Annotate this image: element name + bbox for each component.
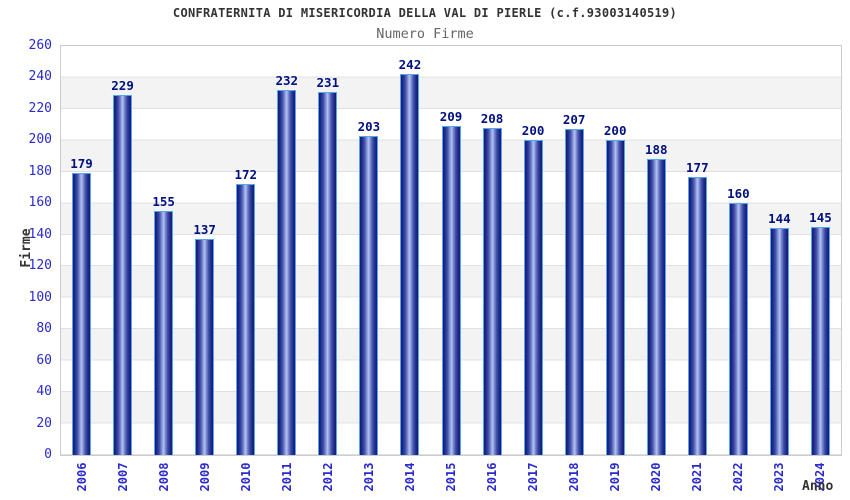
bar <box>359 135 379 455</box>
x-tick-label: 2010 <box>238 462 253 492</box>
bar <box>646 159 666 455</box>
x-tick-label: 2011 <box>279 462 294 492</box>
x-tick-label: 2007 <box>115 462 130 492</box>
y-tick-label: 0 <box>44 447 52 462</box>
bar <box>564 129 584 455</box>
bar-value-label: 232 <box>275 73 299 89</box>
bar <box>605 140 625 455</box>
y-tick-label: 60 <box>36 352 52 368</box>
bar <box>769 228 789 455</box>
y-tick-label: 220 <box>28 100 52 116</box>
bar <box>523 140 543 455</box>
bar-value-label: 200 <box>603 123 627 139</box>
x-tick-label: 2012 <box>320 462 335 492</box>
bar-value-label: 209 <box>439 109 463 125</box>
bar <box>728 203 748 455</box>
bar-value-label: 160 <box>727 186 750 202</box>
bar <box>154 211 174 455</box>
bar-value-label: 207 <box>562 112 586 128</box>
y-tick-label: 160 <box>28 195 52 211</box>
y-tick-label: 40 <box>36 384 52 400</box>
bar <box>195 239 215 455</box>
bar-value-label: 208 <box>480 110 504 126</box>
y-tick-label: 140 <box>28 226 52 242</box>
y-tick-label: 120 <box>28 258 52 274</box>
bar <box>72 173 92 455</box>
x-tick-label: 2006 <box>74 462 89 492</box>
x-tick-label: 2014 <box>402 462 417 492</box>
y-tick-label: 180 <box>28 163 52 179</box>
bar <box>318 91 338 455</box>
bar-value-label: 242 <box>398 57 422 73</box>
bar <box>482 127 502 455</box>
plot-area <box>60 45 842 456</box>
y-tick-label: 200 <box>28 132 52 148</box>
x-tick-label: 2021 <box>690 462 705 492</box>
x-tick-label: 2015 <box>444 462 458 492</box>
x-tick-label: 2008 <box>156 462 171 492</box>
y-tick-label: 240 <box>28 69 52 85</box>
y-tick-label: 20 <box>36 415 52 431</box>
bar <box>236 184 256 455</box>
bar-value-label: 188 <box>644 142 668 158</box>
chart-subtitle: Numero Firme <box>376 26 474 42</box>
bar <box>441 126 461 455</box>
bar-value-label: 137 <box>193 222 216 238</box>
x-tick-label: 2018 <box>567 462 582 492</box>
x-tick-label: 2020 <box>649 462 664 492</box>
x-tick-label: 2023 <box>772 462 787 492</box>
x-axis-title: Anno <box>802 479 834 494</box>
bar <box>113 94 133 455</box>
y-tick-label: 260 <box>28 38 52 53</box>
chart-title: CONFRATERNITA DI MISERICORDIA DELLA VAL … <box>172 6 678 20</box>
y-tick-label: 80 <box>36 321 52 337</box>
bar <box>810 226 830 455</box>
bar-value-label: 203 <box>357 118 381 134</box>
bar-value-label: 200 <box>521 123 545 139</box>
bar <box>400 74 420 455</box>
bar-value-label: 155 <box>152 194 175 210</box>
bar-value-label: 144 <box>768 211 791 227</box>
bar-value-label: 179 <box>70 156 93 172</box>
x-tick-label: 2016 <box>485 462 500 492</box>
bar-value-label: 229 <box>111 77 134 93</box>
bar-value-label: 172 <box>234 167 258 183</box>
x-tick-label: 2017 <box>526 462 541 492</box>
x-tick-label: 2009 <box>197 462 212 492</box>
bar-value-label: 231 <box>316 74 340 90</box>
x-tick-label: 2022 <box>731 462 746 492</box>
bar <box>687 176 707 455</box>
bar-value-label: 177 <box>686 159 709 175</box>
bar-value-label: 145 <box>809 209 832 225</box>
bar <box>277 90 297 455</box>
x-tick-label: 2019 <box>608 462 623 492</box>
y-axis-title: Firme <box>19 228 34 268</box>
y-tick-label: 100 <box>28 289 52 305</box>
x-tick-label: 2013 <box>361 462 376 492</box>
